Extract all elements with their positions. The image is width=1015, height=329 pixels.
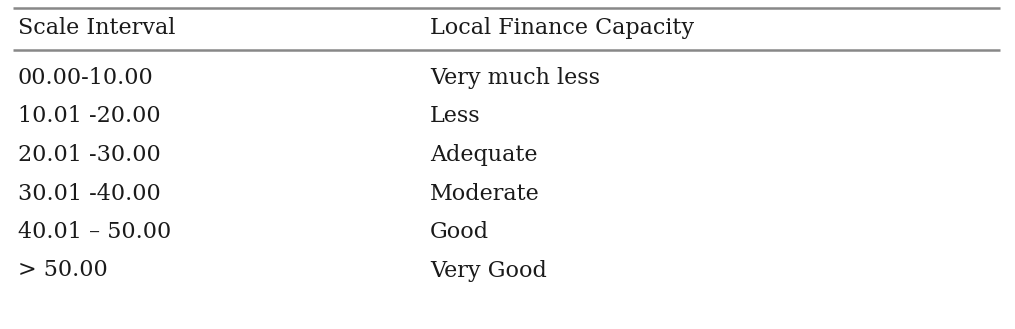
Text: Adequate: Adequate [430, 144, 538, 166]
Text: Local Finance Capacity: Local Finance Capacity [430, 17, 694, 39]
Text: 00.00-10.00: 00.00-10.00 [18, 67, 153, 89]
Text: 30.01 -40.00: 30.01 -40.00 [18, 183, 160, 205]
Text: Very Good: Very Good [430, 260, 547, 282]
Text: Moderate: Moderate [430, 183, 540, 205]
Text: > 50.00: > 50.00 [18, 260, 108, 282]
Text: Less: Less [430, 106, 481, 128]
Text: Good: Good [430, 221, 489, 243]
Text: Scale Interval: Scale Interval [18, 17, 176, 39]
Text: Very much less: Very much less [430, 67, 600, 89]
Text: 20.01 -30.00: 20.01 -30.00 [18, 144, 160, 166]
Text: 40.01 – 50.00: 40.01 – 50.00 [18, 221, 172, 243]
Text: 10.01 -20.00: 10.01 -20.00 [18, 106, 160, 128]
